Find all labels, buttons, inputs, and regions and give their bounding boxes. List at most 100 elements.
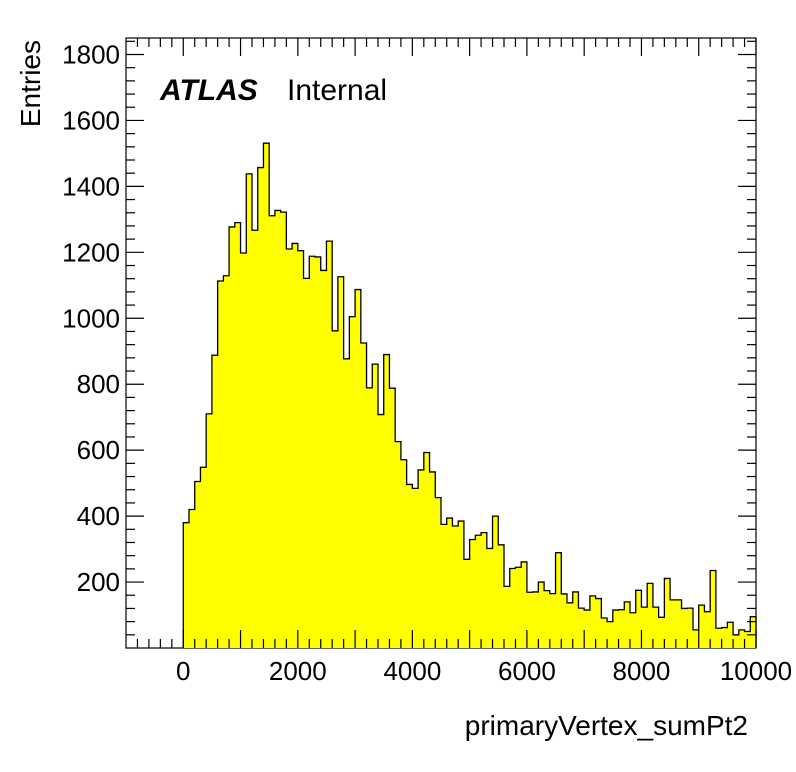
y-tick-label: 600 <box>77 435 120 465</box>
histogram-bar <box>607 621 614 648</box>
histogram-bar <box>446 518 453 648</box>
histogram-bar <box>538 582 545 648</box>
histogram-bar <box>252 230 259 649</box>
y-tick-label: 1200 <box>62 237 120 267</box>
histogram-bar <box>246 173 253 649</box>
x-tick-label: 6000 <box>498 656 556 686</box>
histogram-bar <box>229 226 236 649</box>
histogram-bar <box>257 167 264 648</box>
histogram-bar <box>315 256 322 648</box>
histogram-bar <box>423 452 430 648</box>
histogram-bar <box>189 509 196 648</box>
histogram-bar <box>549 593 556 648</box>
histogram-bar <box>509 568 516 648</box>
histogram-bar <box>578 608 585 648</box>
histogram-bar <box>521 561 528 648</box>
histogram-bar <box>698 605 705 648</box>
x-axis: 0 2000 4000 6000 8000 10000 <box>136 38 792 686</box>
histogram-bar <box>355 289 362 648</box>
histogram-bar <box>211 355 218 648</box>
histogram-bar <box>630 612 637 648</box>
histogram-bar <box>389 388 396 648</box>
histogram-bar <box>492 516 499 648</box>
histogram-bar <box>452 526 459 648</box>
histogram-bar <box>715 628 722 648</box>
histogram-bar <box>412 488 419 648</box>
histogram-bar <box>206 413 213 648</box>
histogram-bar <box>194 481 201 648</box>
histogram-bar <box>343 358 350 648</box>
histogram-outline <box>182 142 757 648</box>
histogram-bar <box>240 252 247 649</box>
histogram-bar <box>183 522 190 648</box>
histogram-bar <box>326 241 333 648</box>
histogram-bar <box>675 599 682 648</box>
histogram-bar <box>395 441 402 648</box>
histogram-bars <box>182 142 757 649</box>
histogram-bar <box>584 610 591 648</box>
histogram-bar <box>337 276 344 648</box>
histogram-bar <box>297 250 304 649</box>
histogram-bar <box>303 278 310 648</box>
histogram-bar <box>750 616 757 648</box>
histogram-bar <box>360 343 367 648</box>
histogram-bar <box>435 497 442 648</box>
histogram-bar <box>704 611 711 648</box>
histogram-bar <box>217 281 224 648</box>
histogram-bar <box>498 544 505 648</box>
histogram-bar <box>721 627 728 648</box>
y-tick-label: 1600 <box>62 105 120 135</box>
histogram-bar <box>418 469 425 648</box>
histogram-bar <box>664 578 671 648</box>
histogram-bar <box>733 634 740 648</box>
histogram-bar <box>429 471 436 648</box>
y-tick-label: 1000 <box>62 303 120 333</box>
histogram-bar <box>544 590 551 648</box>
histogram-bar <box>526 592 533 648</box>
x-tick-label: 10000 <box>720 656 792 686</box>
histogram-bar <box>652 607 659 648</box>
histogram-bar <box>555 552 562 648</box>
histogram-bar <box>280 212 287 648</box>
y-tick-label: 1400 <box>62 171 120 201</box>
x-tick-label: 2000 <box>269 656 327 686</box>
histogram-bar <box>469 539 476 648</box>
y-tick-label: 800 <box>77 369 120 399</box>
histogram-bar <box>561 593 568 648</box>
histogram-bar <box>441 524 448 648</box>
histogram-bar <box>641 607 648 648</box>
histogram-bar <box>463 559 470 648</box>
histogram-bar <box>286 249 293 648</box>
histogram-bar <box>647 583 654 648</box>
histogram-bar <box>670 599 677 648</box>
histogram-bar <box>378 414 385 648</box>
y-axis-label: Entries <box>15 40 46 127</box>
y-tick-label: 200 <box>77 567 120 597</box>
histogram-bar <box>400 459 407 648</box>
histogram-bar <box>309 256 316 648</box>
histogram-bar <box>595 598 602 648</box>
histogram-bar <box>515 567 522 648</box>
histogram-bar <box>320 270 327 648</box>
histogram-bar <box>744 631 751 648</box>
histogram-bar <box>406 484 413 648</box>
histogram-bar <box>687 608 694 648</box>
histogram-bar <box>681 608 688 648</box>
histogram-bar <box>372 364 379 648</box>
histogram-bar <box>738 629 745 648</box>
atlas-status-label: Internal <box>287 74 387 107</box>
histogram-bar <box>727 622 734 648</box>
histogram-bar <box>292 243 299 648</box>
histogram-bar <box>532 591 539 648</box>
histogram-bar <box>263 143 270 648</box>
histogram-bar <box>486 548 493 648</box>
histogram-bar <box>567 602 574 648</box>
histogram-bar <box>200 467 207 648</box>
x-axis-label: primaryVertex_sumPt2 <box>465 710 748 741</box>
histogram-bar <box>269 215 276 649</box>
atlas-logo-text: ATLAS <box>159 74 258 107</box>
histogram-bar <box>458 521 465 648</box>
y-tick-label: 1800 <box>62 39 120 69</box>
histogram-bar <box>475 535 482 648</box>
